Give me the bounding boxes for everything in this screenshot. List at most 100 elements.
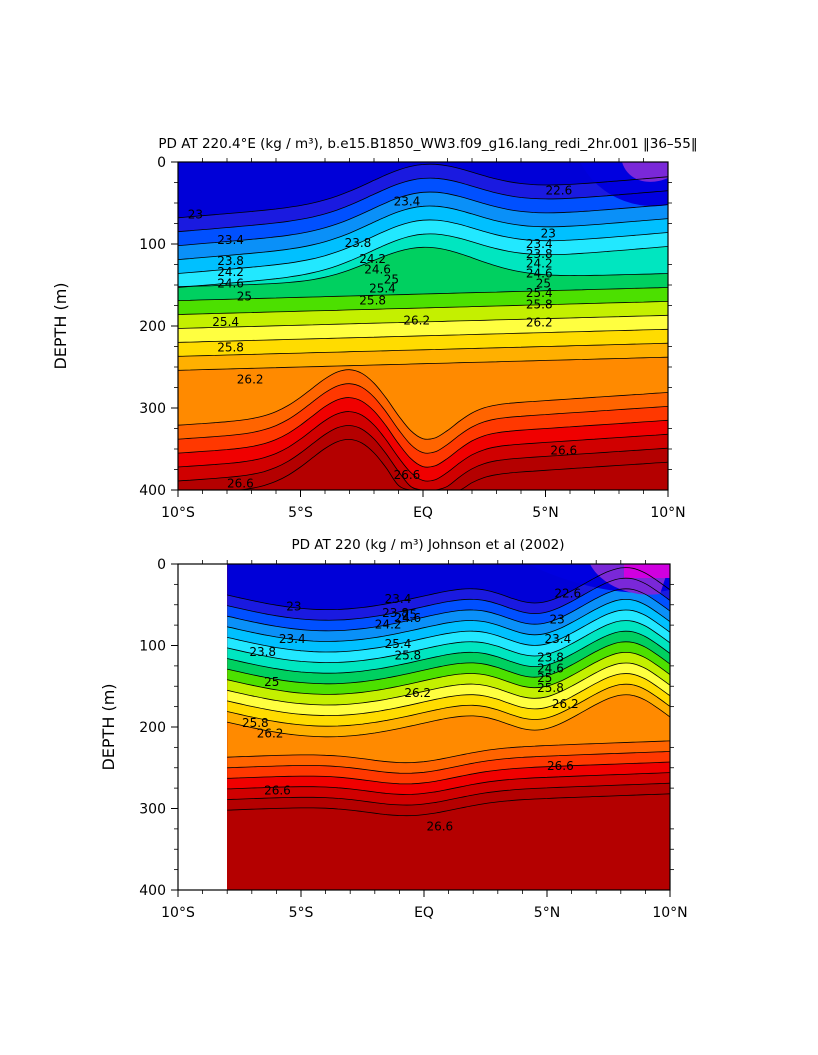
contour-label: 25: [402, 608, 417, 622]
contour-line: [227, 772, 670, 795]
contour-line: [178, 425, 668, 490]
color-band: [227, 578, 670, 631]
color-band: [227, 588, 670, 642]
color-band: [227, 762, 670, 795]
contour-label: 23: [286, 599, 301, 613]
y-tick-label: 400: [139, 883, 166, 899]
panel-obs-title: PD AT 220 (kg / m³) Johnson et al (2002): [291, 537, 564, 553]
contour-label: 23.8: [217, 254, 244, 268]
contour-label: 24.6: [537, 661, 564, 675]
color-band: [227, 631, 670, 684]
color-band: [622, 162, 668, 182]
color-band: [227, 652, 670, 705]
contour-label: 26.6: [227, 476, 254, 490]
contour-line: [227, 567, 670, 611]
contour-line: [178, 314, 668, 329]
contour-label: 25.8: [537, 681, 564, 695]
contour-label: 24.6: [394, 611, 421, 625]
contour-label: 25.4: [369, 281, 396, 295]
contour-label: 23.4: [545, 632, 572, 646]
contour-label: 26.6: [550, 444, 577, 458]
color-band: [227, 772, 670, 806]
y-tick-label: 300: [139, 802, 166, 818]
contour-line: [227, 651, 670, 695]
contour-label: 25.4: [385, 637, 412, 651]
panel-model-axes: DEPTH (m) 10°S 5°S EQ 5°N 10°N 0 100 200 300 400: [51, 155, 686, 521]
contour-label: 23: [188, 207, 203, 221]
color-band: [178, 369, 668, 454]
contour-line: [178, 287, 668, 301]
contour-label: 26.6: [394, 468, 421, 482]
x-tick-label: 5°S: [288, 505, 313, 521]
contour-label: 22.6: [554, 586, 581, 600]
contour-label: 25.8: [526, 298, 553, 312]
panel-model: PD AT 220.4°E (kg / m³), b.e15.B1850_WW3…: [51, 136, 698, 521]
color-band: [178, 315, 668, 343]
contour-label: 25.8: [217, 340, 244, 354]
contour-label: 26.2: [526, 316, 553, 330]
color-band: [624, 564, 670, 578]
contour-line: [178, 219, 668, 274]
color-band: [178, 383, 668, 468]
color-band: [227, 599, 670, 652]
x-tick-label: 10°N: [650, 505, 685, 521]
color-band: [227, 567, 670, 621]
contour-line: [227, 782, 670, 806]
contour-line: [227, 751, 670, 774]
panel-model-color-bands: [178, 162, 668, 490]
contour-label: 24.6: [217, 276, 244, 290]
contour-line: [178, 177, 668, 233]
y-tick-label: 200: [139, 720, 166, 736]
panel-model-title: PD AT 220.4°E (kg / m³), b.e15.B1850_WW3…: [158, 136, 697, 152]
contour-label: 26.2: [257, 727, 284, 741]
contour-label: 24.2: [217, 265, 244, 279]
color-band: [178, 411, 668, 490]
contour-line: [178, 397, 668, 468]
contour-label: 25: [537, 671, 552, 685]
contour-line: [227, 598, 670, 642]
panel-model-ylabel: DEPTH (m): [51, 282, 70, 369]
contour-label: 26.2: [237, 372, 264, 386]
color-band: [178, 425, 668, 490]
contour-label: 22.6: [546, 184, 573, 198]
panel-obs-color-bands: [227, 564, 670, 816]
contour-line: [227, 588, 670, 632]
contour-line: [178, 233, 668, 288]
color-band: [227, 783, 670, 816]
color-band: [178, 247, 668, 301]
color-band: [227, 662, 670, 716]
contour-line: [227, 673, 670, 717]
color-band: [178, 192, 668, 260]
contour-label: 23.8: [345, 236, 372, 250]
contour-line: [227, 641, 670, 685]
contour-label: 26.2: [403, 313, 430, 327]
contour-label: 23.4: [385, 592, 412, 606]
y-tick-label: 400: [139, 483, 166, 499]
color-band: [178, 287, 668, 315]
contour-line: [227, 620, 670, 664]
contour-label: 23.8: [249, 645, 276, 659]
color-band: [178, 301, 668, 329]
contour-label: 25: [536, 276, 551, 290]
contour-label: 23.4: [394, 194, 421, 208]
y-tick-label: 300: [139, 401, 166, 417]
x-tick-label: 5°N: [532, 505, 558, 521]
color-band: [178, 357, 668, 440]
panel-obs: PD AT 220 (kg / m³) Johnson et al (2002)…: [99, 537, 688, 921]
contour-line: [227, 761, 670, 785]
panel-model-plot-area: [178, 162, 668, 490]
color-band: [227, 673, 670, 727]
color-band: [178, 164, 668, 232]
color-band: [178, 397, 668, 482]
contour-label: 25.4: [526, 286, 553, 300]
contour-label: 23: [549, 612, 564, 626]
contour-label: 23.8: [382, 606, 409, 620]
panel-model-contour-lines: [178, 163, 668, 490]
panel-obs-ylabel: DEPTH (m): [99, 683, 118, 770]
x-tick-label: 10°N: [652, 905, 687, 921]
contour-label: 24.2: [375, 617, 402, 631]
color-band: [227, 620, 670, 674]
contour-line: [227, 577, 670, 621]
contour-line: [227, 793, 670, 817]
contour-label: 23.8: [526, 247, 553, 261]
